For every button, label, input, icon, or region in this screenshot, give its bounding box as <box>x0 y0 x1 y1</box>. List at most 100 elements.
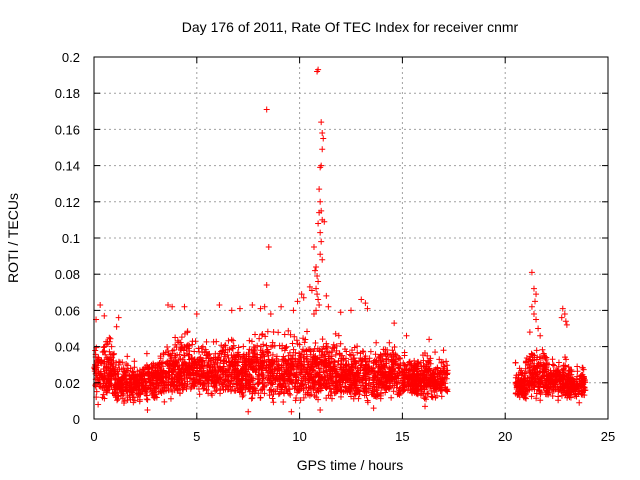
data-point <box>356 391 363 398</box>
data-point <box>318 238 325 245</box>
data-point <box>439 375 446 382</box>
data-point <box>150 384 157 391</box>
data-point <box>407 375 414 382</box>
data-point <box>210 373 217 380</box>
data-point <box>223 367 230 374</box>
data-point <box>284 364 291 371</box>
data-point <box>124 353 131 360</box>
data-point <box>278 303 285 310</box>
data-point <box>178 345 185 352</box>
data-point <box>222 346 229 353</box>
data-point <box>122 368 129 375</box>
data-point <box>287 370 294 377</box>
data-point <box>228 307 235 314</box>
data-point <box>327 373 334 380</box>
data-point <box>306 283 313 290</box>
data-point <box>367 348 374 355</box>
data-point <box>264 328 271 335</box>
data-point <box>542 355 549 362</box>
data-point <box>190 369 197 376</box>
data-point <box>93 388 100 395</box>
data-point <box>296 350 303 357</box>
data-point <box>532 298 539 305</box>
data-point <box>562 354 569 361</box>
data-point <box>513 384 520 391</box>
data-point <box>338 388 345 395</box>
data-point <box>532 379 539 386</box>
data-point <box>170 382 177 389</box>
data-point <box>95 401 102 408</box>
data-point <box>376 377 383 384</box>
data-point <box>199 358 206 365</box>
data-point <box>278 366 285 373</box>
data-point <box>251 390 258 397</box>
data-point <box>135 391 142 398</box>
data-point <box>178 334 185 341</box>
data-point <box>100 349 107 356</box>
data-point <box>112 364 119 371</box>
data-point <box>181 303 188 310</box>
data-point <box>184 378 191 385</box>
data-point <box>123 361 130 368</box>
data-point <box>573 376 580 383</box>
data-point <box>304 371 311 378</box>
data-point <box>348 386 355 393</box>
x-tick-labels: 0 5 10 15 20 25 <box>90 429 615 444</box>
data-point <box>332 330 339 337</box>
data-point <box>316 365 323 372</box>
data-point <box>371 357 378 364</box>
data-point <box>157 355 164 362</box>
data-point <box>350 395 357 402</box>
data-point <box>356 387 363 394</box>
data-point <box>389 357 396 364</box>
data-point <box>146 370 153 377</box>
data-point <box>347 371 354 378</box>
data-point <box>180 386 187 393</box>
data-point <box>357 364 364 371</box>
data-point <box>340 367 347 374</box>
data-point <box>569 375 576 382</box>
data-point <box>205 383 212 390</box>
data-point <box>120 390 127 397</box>
data-point <box>392 371 399 378</box>
data-point <box>373 373 380 380</box>
data-point <box>113 371 120 378</box>
data-point <box>280 399 287 406</box>
data-point <box>96 376 103 383</box>
data-point <box>553 376 560 383</box>
data-point <box>299 382 306 389</box>
data-point <box>533 395 540 402</box>
data-point <box>364 305 371 312</box>
data-point <box>528 393 535 400</box>
data-point <box>577 372 584 379</box>
data-point <box>259 375 266 382</box>
data-point <box>537 397 544 404</box>
data-point <box>328 395 335 402</box>
data-point <box>406 382 413 389</box>
data-point <box>383 351 390 358</box>
data-point <box>128 388 135 395</box>
data-point <box>390 350 397 357</box>
data-point <box>152 361 159 368</box>
data-point <box>555 388 562 395</box>
data-point <box>107 357 114 364</box>
data-point <box>108 343 115 350</box>
data-point <box>417 359 424 366</box>
data-point <box>412 376 419 383</box>
data-point <box>227 380 234 387</box>
data-point <box>377 351 384 358</box>
data-point <box>217 357 224 364</box>
data-point <box>411 357 418 364</box>
data-point <box>391 344 398 351</box>
data-point <box>290 346 297 353</box>
data-point <box>440 363 447 370</box>
data-point <box>247 372 254 379</box>
data-point <box>120 375 127 382</box>
y-tick-labels: 0 0.02 0.04 0.06 0.08 0.1 0.12 0.14 0.16 0.18 0.2 <box>55 50 80 427</box>
data-point <box>315 278 322 285</box>
data-point <box>192 338 199 345</box>
data-point <box>323 292 330 299</box>
data-point <box>379 370 386 377</box>
data-point <box>293 376 300 383</box>
data-point <box>113 383 120 390</box>
